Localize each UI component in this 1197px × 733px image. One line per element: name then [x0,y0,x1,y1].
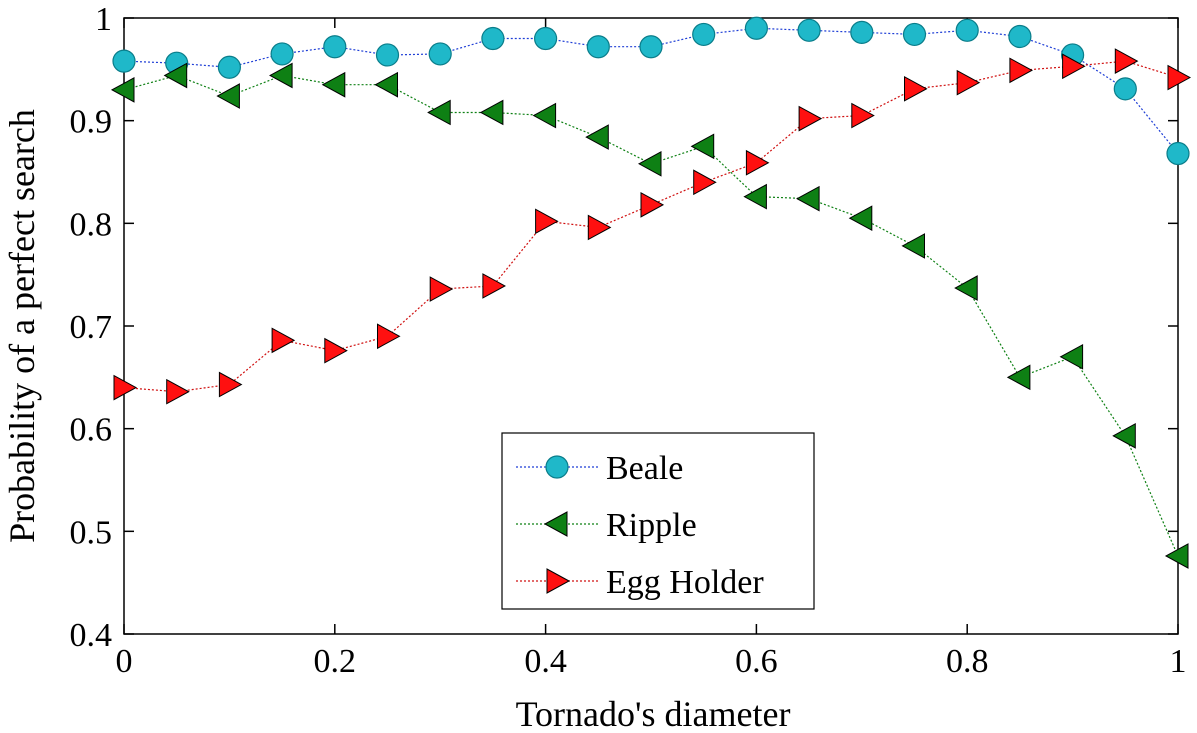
data-point-beale [744,16,769,40]
data-point-ripple [110,77,135,103]
y-tick-label: 0.7 [70,309,113,346]
data-point-beale [323,35,347,59]
data-point-egg-holder [324,337,348,364]
data-point-egg-holder [429,276,454,302]
data-point-ripple [427,99,451,126]
data-point-egg-holder [482,273,506,299]
data-point-beale [428,42,452,66]
y-tick-label: 0.4 [70,617,113,654]
data-point-egg-holder [640,192,665,218]
data-point-ripple [796,185,820,212]
data-point-ripple [585,124,609,150]
y-axis-title: Probability of a perfect search [2,109,42,543]
data-point-egg-holder [166,378,190,405]
data-point-beale [112,49,136,73]
data-point-egg-holder [587,214,612,241]
x-axis-title: Tornado's diameter [516,694,791,733]
data-point-egg-holder [113,374,138,401]
data-point-egg-holder [1114,48,1139,74]
data-point-ripple [1112,423,1136,449]
x-tick-label: 0.8 [946,643,989,680]
data-point-beale [955,18,979,42]
data-point-ripple [848,205,873,232]
data-point-beale [533,26,558,51]
legend-label-beale: Beale [606,450,683,487]
data-point-beale [692,22,716,47]
data-point-egg-holder [904,75,928,102]
x-tick-label: 0.2 [314,643,357,680]
data-point-beale [270,42,294,66]
data-point-ripple [374,71,398,98]
y-tick-label: 0.6 [70,412,113,449]
legend-marker-ripple [543,511,568,537]
data-point-beale [1113,77,1137,101]
data-point-beale [850,20,874,44]
data-point-ripple [1164,543,1189,569]
x-tick-label: 0.4 [524,643,567,680]
y-tick-label: 0.5 [70,514,113,551]
legend-marker-egg-holder [546,568,571,594]
data-point-beale [586,35,610,59]
data-point-ripple [901,233,925,259]
data-point-egg-holder [271,327,296,354]
data-point-ripple [743,183,767,210]
data-point-ripple [954,275,978,301]
legend-label-egg-holder: Egg Holder [606,564,764,601]
data-point-egg-holder [851,102,875,129]
data-point-ripple [1059,343,1084,370]
data-point-ripple [690,133,715,160]
data-point-beale [217,55,241,79]
data-point-ripple [1006,364,1031,391]
y-tick-label: 1 [95,1,112,38]
data-point-egg-holder [693,169,717,196]
data-point-ripple [216,83,240,109]
data-point-egg-holder [956,69,981,96]
data-point-ripple [637,150,662,177]
data-point-egg-holder [745,149,770,176]
data-point-beale [902,22,927,47]
y-tick-label: 0.8 [70,206,113,243]
data-point-egg-holder [798,105,823,132]
data-point-beale [1166,141,1190,166]
data-point-egg-holder [218,371,243,398]
data-point-egg-holder [1167,64,1192,91]
data-point-beale [1008,24,1032,49]
data-point-egg-holder [535,208,559,235]
y-tick-label: 0.9 [70,104,113,141]
data-point-beale [481,26,505,51]
x-tick-label: 1 [1170,643,1187,680]
data-point-egg-holder [1009,57,1033,84]
legend-label-ripple: Ripple [606,507,697,544]
data-point-ripple [269,62,293,89]
data-point-ripple [163,62,188,89]
data-point-egg-holder [377,323,401,350]
data-point-beale [375,43,400,67]
legend-marker-beale [545,455,569,479]
data-point-ripple [532,102,557,129]
x-tick-label: 0 [116,643,133,680]
data-point-egg-holder [1062,53,1086,80]
data-point-ripple [321,71,346,98]
x-tick-label: 0.6 [735,643,778,680]
series-line-ripple [123,74,1179,557]
data-point-beale [639,35,663,59]
data-point-ripple [479,99,504,126]
data-point-beale [797,18,821,42]
